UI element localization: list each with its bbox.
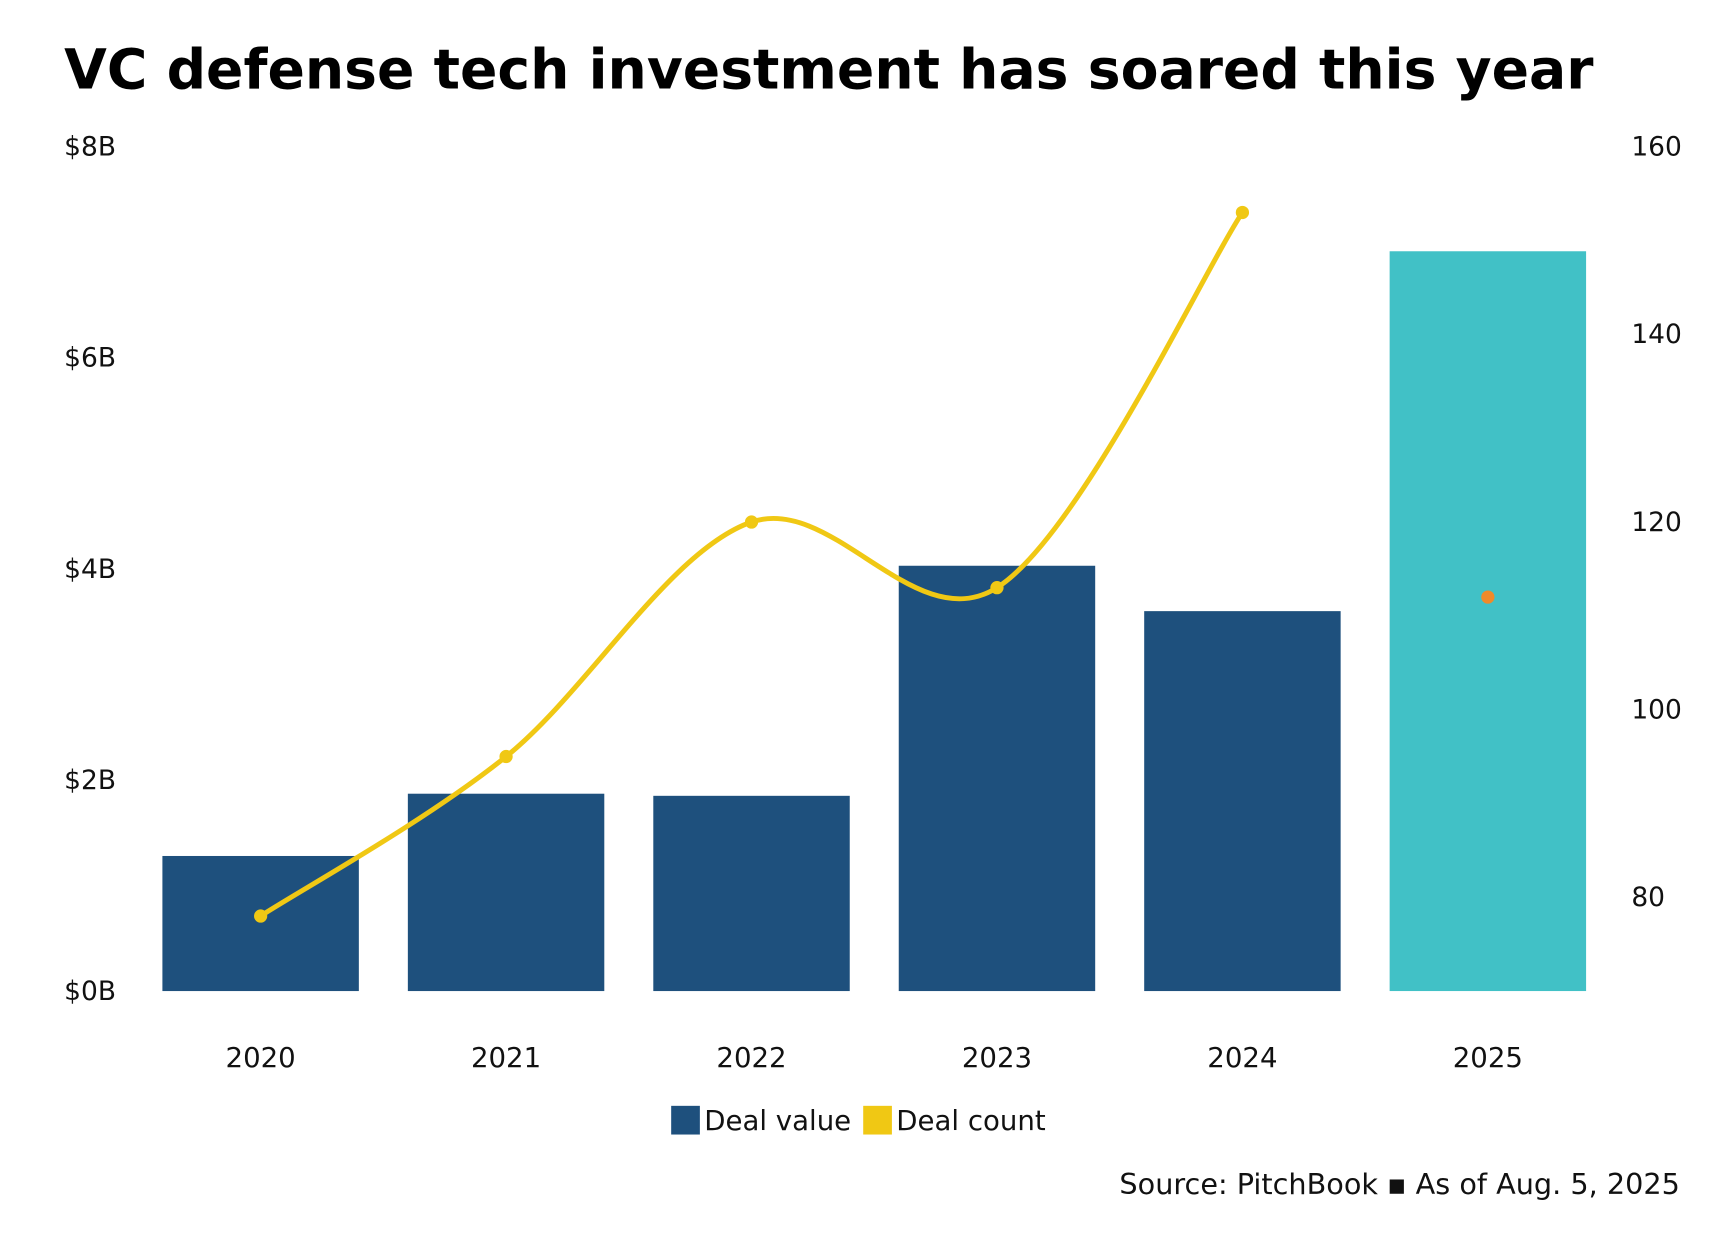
x-tick-2023: 2023 <box>962 1041 1032 1074</box>
bar-2024 <box>1144 611 1341 992</box>
x-tick-2025: 2025 <box>1453 1041 1523 1074</box>
legend-label-deal-count: Deal count <box>896 1104 1046 1137</box>
source-note: Source: PitchBook ▪ As of Aug. 5, 2025 <box>1119 1167 1679 1201</box>
right-tick-140: 140 <box>1631 319 1682 350</box>
legend-swatch-deal-value <box>671 1105 700 1135</box>
left-tick-0: $0B <box>64 976 116 1007</box>
right-tick-120: 120 <box>1631 507 1682 538</box>
chart-title: VC defense tech investment has soared th… <box>64 38 1594 102</box>
x-tick-2021: 2021 <box>471 1041 541 1074</box>
x-tick-2022: 2022 <box>716 1041 786 1074</box>
deal-count-point-2024 <box>1235 205 1250 220</box>
legend: Deal value Deal count <box>671 1104 1046 1137</box>
bar-2023 <box>898 565 1096 992</box>
deal-count-path <box>259 211 1245 919</box>
x-axis: 2020 2021 2022 2023 2024 2025 <box>226 1041 1523 1074</box>
right-axis: 80 100 120 140 160 <box>1631 132 1682 913</box>
deal-count-point-2023 <box>990 581 1004 595</box>
bar-2021 <box>407 793 605 992</box>
deal-count-point-2020 <box>254 909 268 923</box>
bar-2025 <box>1389 251 1587 992</box>
right-tick-160: 160 <box>1631 132 1682 163</box>
deal-count-point-2022 <box>744 515 759 529</box>
left-tick-4: $8B <box>64 132 116 163</box>
right-tick-80: 80 <box>1631 882 1665 913</box>
deal-count-point-2021 <box>499 749 513 764</box>
left-tick-2: $4B <box>64 554 116 585</box>
legend-label-deal-value: Deal value <box>704 1104 851 1137</box>
bars <box>162 251 1587 992</box>
left-tick-1: $2B <box>64 765 116 796</box>
deal-count-line <box>254 205 1495 923</box>
right-tick-100: 100 <box>1631 694 1682 725</box>
left-tick-3: $6B <box>64 343 116 374</box>
x-tick-2024: 2024 <box>1207 1041 1277 1074</box>
left-axis: $0B $2B $4B $6B $8B <box>64 132 116 1007</box>
legend-swatch-deal-count <box>863 1105 892 1135</box>
x-tick-2020: 2020 <box>226 1041 296 1074</box>
deal-count-point-2025 <box>1481 590 1495 604</box>
bar-2022 <box>653 795 850 992</box>
